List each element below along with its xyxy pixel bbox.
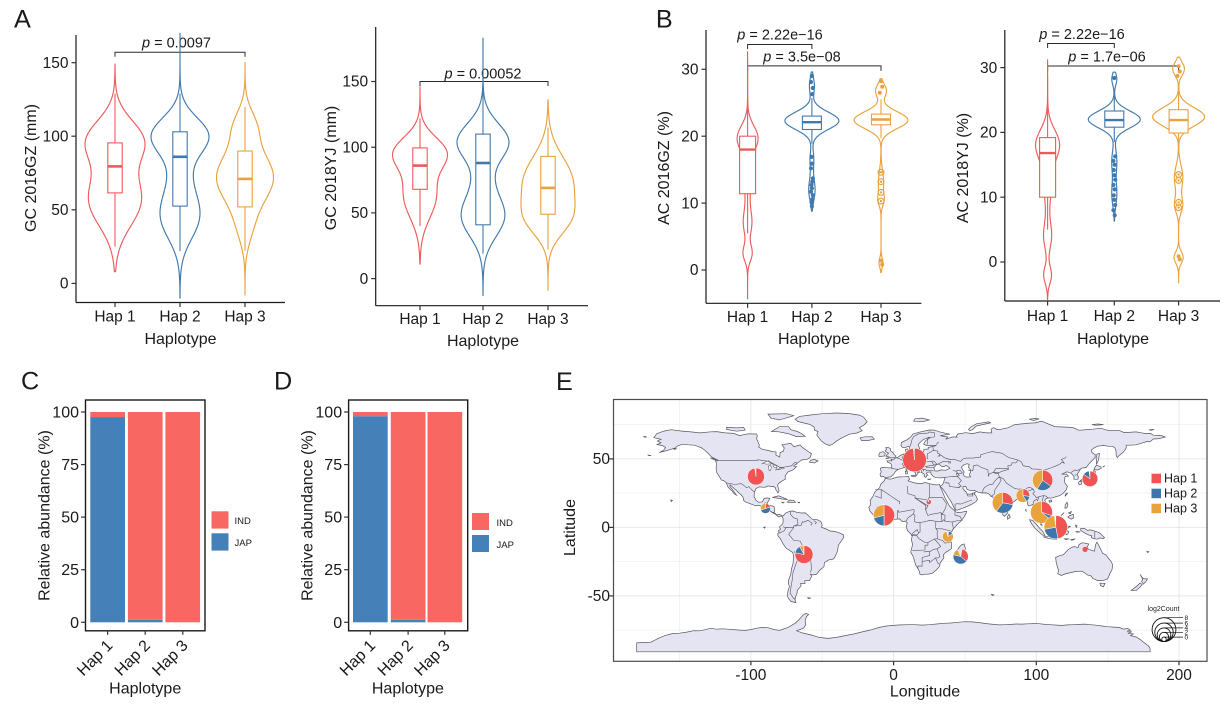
svg-text:p = 2.22e−16: p = 2.22e−16 (1038, 27, 1125, 43)
svg-text:GC 2016GZ (mm): GC 2016GZ (mm) (23, 104, 40, 232)
svg-text:JAP: JAP (497, 540, 514, 551)
svg-text:Haplotype: Haplotype (109, 681, 181, 698)
svg-text:Hap 1: Hap 1 (94, 309, 135, 326)
svg-text:Hap 2: Hap 2 (462, 311, 503, 328)
svg-text:GC 2018YJ (mm): GC 2018YJ (mm) (323, 106, 340, 230)
svg-text:0: 0 (333, 615, 342, 632)
svg-text:Haplotype: Haplotype (372, 681, 444, 698)
svg-text:Hap 2: Hap 2 (791, 309, 832, 326)
svg-text:100: 100 (43, 128, 69, 145)
svg-text:4: 4 (1185, 625, 1189, 632)
svg-text:25: 25 (61, 562, 79, 579)
svg-text:Hap 2: Hap 2 (1094, 308, 1135, 325)
svg-text:JAP: JAP (235, 538, 252, 549)
svg-text:Hap 2: Hap 2 (159, 309, 200, 326)
svg-text:10: 10 (681, 195, 699, 212)
svg-text:50: 50 (324, 510, 342, 527)
svg-text:100: 100 (342, 139, 368, 156)
svg-text:Hap 3: Hap 3 (527, 311, 568, 328)
svg-text:50: 50 (351, 205, 369, 222)
svg-text:100: 100 (1023, 667, 1049, 684)
svg-text:25: 25 (324, 562, 342, 579)
svg-text:100: 100 (315, 405, 342, 422)
svg-text:0: 0 (360, 271, 369, 288)
svg-text:Haplotype: Haplotype (778, 331, 850, 348)
svg-text:Haplotype: Haplotype (447, 333, 519, 350)
svg-text:Hap 1: Hap 1 (399, 311, 440, 328)
svg-text:150: 150 (43, 55, 69, 72)
svg-text:Hap 3: Hap 3 (224, 309, 265, 326)
svg-text:0: 0 (601, 520, 610, 537)
svg-text:AC 2018YJ (%): AC 2018YJ (%) (955, 113, 972, 223)
svg-text:0: 0 (690, 262, 699, 279)
svg-text:6: 6 (1185, 620, 1189, 627)
svg-text:log2Count: log2Count (1148, 606, 1180, 613)
svg-text:30: 30 (681, 62, 699, 79)
svg-text:Relative abundance (%): Relative abundance (%) (300, 430, 317, 601)
svg-text:50: 50 (61, 510, 79, 527)
svg-text:p = 3.5e−08: p = 3.5e−08 (762, 50, 840, 66)
svg-text:75: 75 (324, 457, 342, 474)
svg-text:0: 0 (989, 254, 998, 271)
svg-text:Hap 3: Hap 3 (1164, 502, 1197, 516)
svg-text:p = 1.7e−06: p = 1.7e−06 (1067, 50, 1145, 66)
svg-text:150: 150 (342, 74, 368, 91)
svg-text:-50: -50 (588, 588, 611, 605)
svg-text:C: C (21, 368, 39, 396)
svg-text:0: 0 (1185, 634, 1189, 641)
svg-text:Hap 1: Hap 1 (727, 309, 768, 326)
svg-text:20: 20 (980, 125, 998, 142)
svg-text:Hap 1: Hap 1 (1027, 308, 1068, 325)
svg-text:D: D (274, 368, 292, 396)
svg-text:Hap 3: Hap 3 (860, 309, 901, 326)
svg-text:8: 8 (1185, 615, 1189, 622)
svg-text:Longitude: Longitude (890, 684, 960, 701)
svg-text:p = 2.22e−16: p = 2.22e−16 (736, 28, 823, 44)
svg-text:30: 30 (980, 60, 998, 77)
svg-text:75: 75 (61, 457, 79, 474)
svg-text:50: 50 (51, 202, 69, 219)
svg-text:20: 20 (681, 128, 699, 145)
svg-text:Hap 1: Hap 1 (1164, 472, 1197, 486)
svg-text:Hap 2: Hap 2 (1164, 487, 1197, 501)
svg-text:Haplotype: Haplotype (144, 331, 216, 348)
svg-text:0: 0 (889, 667, 898, 684)
svg-text:Relative abundance (%): Relative abundance (%) (37, 430, 54, 601)
svg-text:B: B (656, 6, 673, 34)
svg-text:100: 100 (52, 405, 79, 422)
svg-text:IND: IND (497, 518, 514, 529)
svg-text:10: 10 (980, 189, 998, 206)
svg-text:Latitude: Latitude (562, 499, 579, 556)
svg-text:0: 0 (60, 276, 69, 293)
svg-text:0: 0 (70, 615, 79, 632)
svg-text:Hap 3: Hap 3 (1158, 308, 1199, 325)
svg-text:E: E (556, 368, 573, 396)
svg-text:Haplotype: Haplotype (1077, 331, 1149, 348)
svg-text:2: 2 (1185, 630, 1189, 637)
svg-text:p = 0.00052: p = 0.00052 (443, 66, 521, 82)
svg-text:50: 50 (593, 451, 611, 468)
svg-text:-100: -100 (735, 667, 766, 684)
svg-text:AC 2016GZ (%): AC 2016GZ (%) (656, 111, 673, 225)
svg-text:p = 0.0097: p = 0.0097 (141, 35, 211, 51)
svg-text:A: A (14, 6, 31, 34)
svg-text:200: 200 (1166, 667, 1192, 684)
svg-text:IND: IND (235, 516, 252, 527)
